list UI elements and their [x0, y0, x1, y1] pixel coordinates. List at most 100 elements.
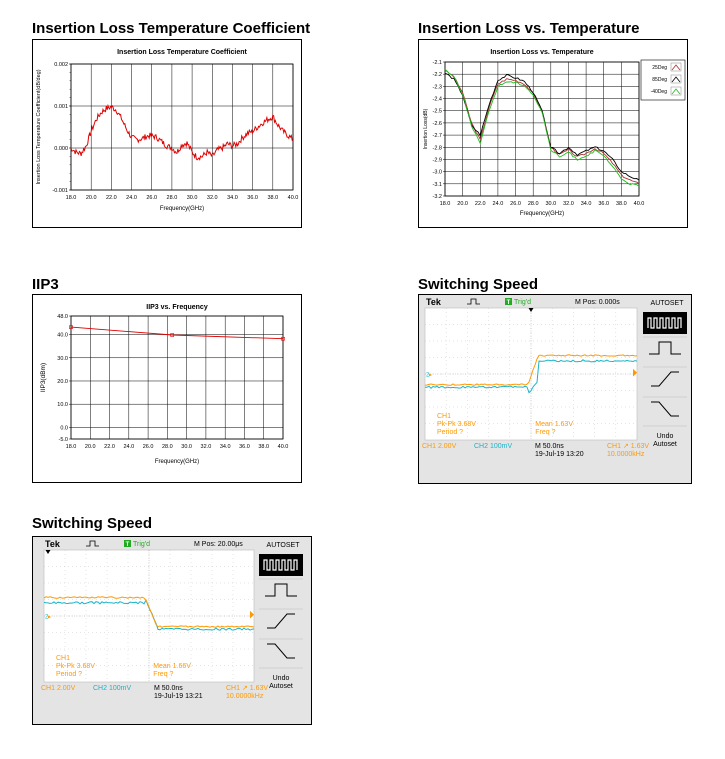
y-tick-label: -2.1	[433, 60, 442, 66]
ch1-waveform	[424, 354, 638, 386]
rising-edge-icon	[267, 613, 295, 629]
scope-1-frame: Tek T Trig'd M Pos: 0.000s AUTOSET 2 ▸ CH1 Pk-Pk…	[418, 294, 692, 484]
y-tick-label: -0.001	[52, 188, 68, 194]
x-tick-label: 38.0	[616, 201, 627, 207]
trigger-frequency: 10.0000kHz	[226, 693, 264, 700]
ch2-ground-marker: 2	[45, 615, 49, 621]
y-axis-label: Insertion Loss Temperature Coefficient(d…	[36, 69, 42, 184]
x-tick-label: 22.0	[106, 195, 117, 201]
scope-2-screen: Tek T Trig'd M Pos: 20.00μs AUTOSET 2 ▸ CH1Pk-P…	[41, 539, 303, 700]
undo-autoset-label-2: Autoset	[653, 441, 677, 448]
x-tick-label: 30.0	[181, 444, 192, 450]
x-tick-label: 32.0	[201, 444, 212, 450]
capture-datetime: 19-Jul-19 13:20	[535, 451, 584, 458]
measure-pkpk: Pk-Pk 3.68V	[56, 663, 95, 670]
x-axis-label: Frequency(GHz)	[155, 459, 199, 465]
section-title-switching-2: Switching Speed	[32, 515, 153, 532]
measure-mean: Mean 1.66V	[153, 663, 191, 670]
ch1-scale: CH1 2.00V	[422, 443, 457, 450]
y-tick-label: 0.002	[54, 62, 68, 68]
horizontal-position: M Pos: 0.000s	[575, 299, 620, 306]
measure-mean: Mean 1.63V	[535, 421, 573, 428]
ch1-waveform	[43, 596, 255, 628]
iip3-chart-frame: IIP3 vs. Frequency 18.0 20.0 22.0 24.0 26.0 28…	[32, 294, 302, 483]
series-line-trace	[70, 326, 284, 340]
il-temp-chart-frame: Insertion Loss vs. Temperature 18.0 20.0 22…	[418, 39, 688, 228]
x-tick-label: 36.0	[247, 195, 258, 201]
ch2-waveform	[425, 359, 638, 394]
rising-edge-icon	[651, 371, 679, 387]
y-tick-label: 0.001	[54, 104, 68, 110]
section-title-switching-1: Switching Speed	[418, 276, 539, 293]
x-tick-label: 18.0	[440, 201, 451, 207]
x-tick-label: 40.0	[278, 444, 289, 450]
measure-freq: Freq ?	[153, 671, 173, 678]
x-tick-label: 30.0	[187, 195, 198, 201]
il-coeff-chart-frame: Insertion Loss Temperature Coefficient 18…	[32, 39, 302, 228]
chart-title: IIP3 vs. Frequency	[146, 304, 208, 311]
undo-autoset-label-1: Undo	[273, 675, 290, 682]
il-coeff-chart: Insertion Loss Temperature Coefficient 18…	[36, 49, 299, 212]
legend-swatch-box	[670, 74, 682, 84]
trigger-level-marker	[250, 610, 254, 619]
series-line-trace	[70, 103, 294, 161]
x-tick-label: 26.0	[146, 195, 157, 201]
multi-cycle-icon	[263, 559, 298, 571]
iip3-chart: IIP3 vs. Frequency 18.0 20.0 22.0 24.0 26.0 28…	[40, 304, 289, 465]
section-title-il-coeff: Insertion Loss Temperature Coefficient	[32, 20, 311, 37]
y-axis-label: Insertion Loss(dB)	[423, 108, 429, 149]
capture-datetime: 19-Jul-19 13:21	[154, 693, 203, 700]
trig-status-glyph: T	[126, 542, 130, 548]
y-tick-label: -3.0	[433, 170, 442, 176]
x-tick-label: 22.0	[475, 201, 486, 207]
ch2-scale: CH2 100mV	[474, 443, 512, 450]
x-tick-label: 40.0	[288, 195, 299, 201]
y-tick-label: 30.0	[57, 356, 68, 362]
trigger-frequency: 10.0000kHz	[607, 451, 645, 458]
chart-title: Insertion Loss Temperature Coefficient	[117, 49, 247, 56]
y-tick-label: -5.0	[59, 437, 68, 443]
x-tick-label: 20.0	[86, 195, 97, 201]
horizontal-position: M Pos: 20.00μs	[194, 541, 243, 548]
x-tick-label: 20.0	[457, 201, 468, 207]
trig-status-box	[124, 540, 131, 547]
timebase-scale: M 50.0ns	[535, 443, 564, 450]
x-tick-label: 26.0	[510, 201, 521, 207]
data-point	[170, 333, 174, 337]
x-tick-label: 22.0	[104, 444, 115, 450]
run-state-icon	[86, 540, 99, 547]
y-tick-label: -2.9	[433, 157, 442, 163]
y-tick-label: 0.000	[54, 146, 68, 152]
x-tick-label: 24.0	[123, 444, 134, 450]
legend-swatch	[671, 64, 681, 71]
measure-ch1-label: CH1	[437, 413, 451, 420]
x-tick-label: 28.0	[167, 195, 178, 201]
il-temp-chart: Insertion Loss vs. Temperature 18.0 20.0 22…	[423, 49, 686, 217]
x-tick-label: 26.0	[143, 444, 154, 450]
timebase-scale: M 50.0ns	[154, 685, 183, 692]
trigger-position-marker	[528, 308, 534, 312]
legend-swatch-box	[670, 62, 682, 72]
x-tick-label: 34.0	[581, 201, 592, 207]
data-point	[281, 336, 285, 341]
undo-autoset-label-1: Undo	[657, 433, 674, 440]
measure-freq: Freq ?	[535, 429, 555, 436]
legend-entry: 25Deg	[652, 65, 667, 71]
scope-1-screen: Tek T Trig'd M Pos: 0.000s AUTOSET 2 ▸ CH1Pk-Pk…	[422, 297, 687, 458]
x-tick-label: 38.0	[267, 195, 278, 201]
y-axis-label: IIP3(dBm)	[40, 363, 47, 392]
x-tick-label: 24.0	[493, 201, 504, 207]
x-tick-label: 36.0	[239, 444, 250, 450]
y-tick-label: -3.2	[433, 194, 442, 200]
x-tick-label: 32.0	[207, 195, 218, 201]
trig-status: Trig'd	[133, 541, 150, 548]
measure-period: Period ?	[56, 671, 82, 678]
series-line--40deg	[444, 68, 640, 187]
trig-status-box	[505, 298, 512, 305]
x-tick-label: 40.0	[634, 201, 645, 207]
y-tick-label: 40.0	[57, 333, 68, 339]
trigger-level-marker	[633, 368, 637, 377]
x-tick-label: 18.0	[66, 195, 77, 201]
menu-title: AUTOSET	[651, 300, 685, 307]
trigger-level-readout: CH1 ↗ 1.63V	[226, 685, 268, 692]
